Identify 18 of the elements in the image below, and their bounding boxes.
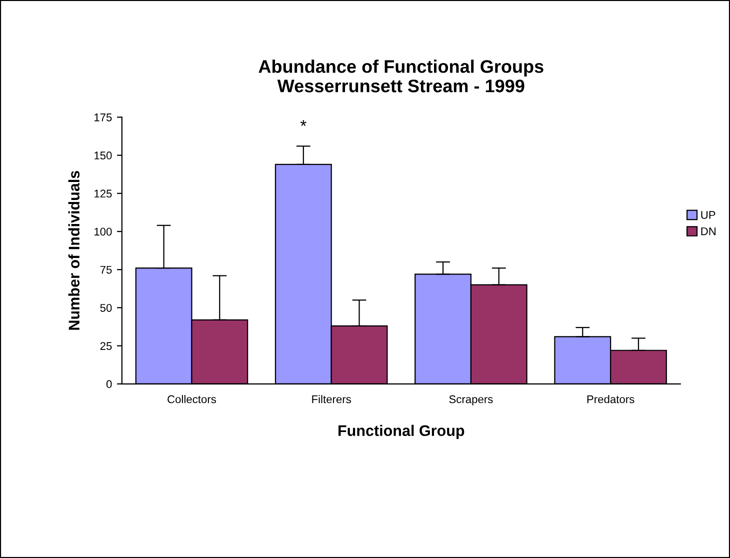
annotation: * [300, 120, 306, 126]
y-tick-label: 75 [100, 266, 112, 274]
x-axis-title: Functional Group [338, 424, 464, 440]
x-tick-label: Predators [587, 395, 634, 404]
y-tick-label: 150 [94, 152, 112, 160]
y-tick-label: 25 [100, 342, 112, 350]
legend-label: DN [701, 227, 716, 236]
x-tick-label: Scrapers [449, 395, 493, 406]
y-tick-label: 100 [94, 228, 112, 236]
legend-label: UP [701, 211, 716, 219]
y-tick-label: 50 [100, 304, 112, 312]
y-tick-label: 125 [94, 190, 112, 198]
x-tick-label: Filterers [312, 395, 351, 404]
y-axis-title: Number of Individuals [68, 170, 80, 330]
chart-title: Abundance of Functional Groups Wesserrunsett Stream - 1999 [258, 60, 544, 92]
y-tick-label: 175 [94, 114, 112, 122]
x-tick-label: Collectors [168, 395, 216, 404]
y-tick-label: 0 [106, 380, 112, 388]
